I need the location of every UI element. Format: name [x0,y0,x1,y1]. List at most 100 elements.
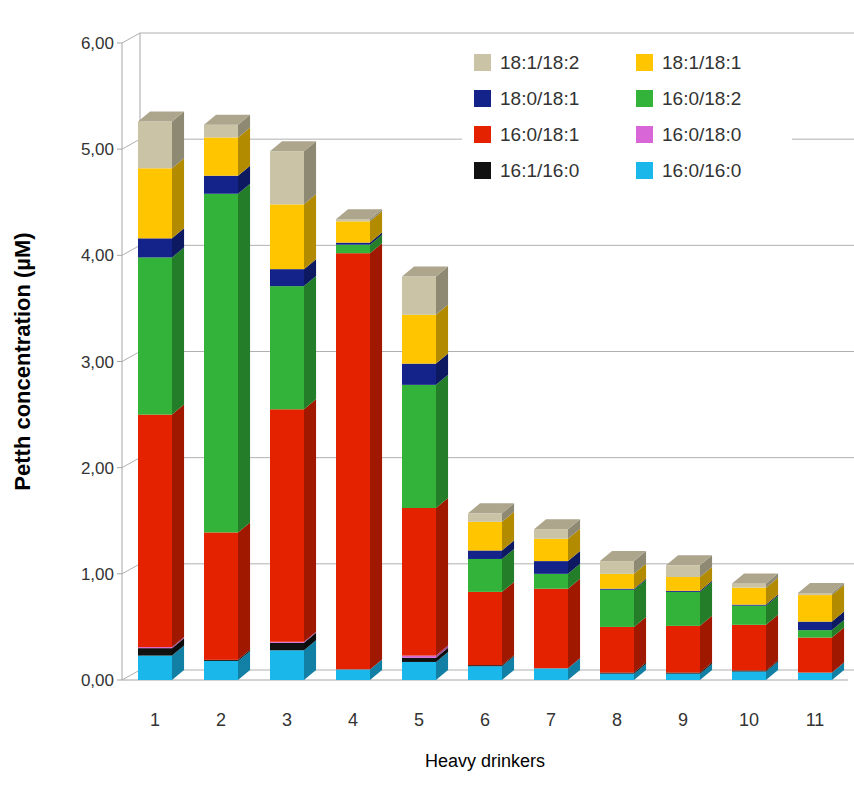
bar-front [138,257,172,414]
bar-segment [204,184,250,533]
bar-segment [270,399,316,642]
bar-front [204,176,238,194]
bar-front [600,574,634,589]
bar-top [468,503,514,513]
bar-side [172,158,184,238]
bar-side [436,375,448,508]
bar-segment [138,112,184,169]
bar-front [270,269,304,286]
x-axis-label: Heavy drinkers [425,751,545,771]
bar-top [600,551,646,561]
bar-segment [534,519,580,539]
bar-front [732,588,766,605]
bar-side [304,194,316,269]
bar-front [666,673,700,674]
tick-label: 3,00 [81,353,114,372]
legend-box [462,40,792,192]
tick-label: 1,00 [81,565,114,584]
bar-front [600,589,634,590]
bar-segment [402,375,448,508]
bar-side [436,498,448,656]
bar-front [468,513,502,521]
bar-top [204,115,250,125]
bar-front [402,277,436,315]
bar-front [402,662,436,680]
category-label: 5 [414,710,424,730]
bar-top [336,209,382,219]
bar-front [666,577,700,591]
category-label: 3 [282,710,292,730]
bars [138,112,844,680]
bar-segment [138,158,184,238]
tick-label: 0,00 [81,671,114,690]
bar-front [402,315,436,364]
bar-front [336,221,370,242]
bar-front [336,243,370,245]
bar-front [666,592,700,626]
bar-front [468,592,502,665]
bar-segment [468,582,514,665]
tick [117,149,122,150]
bar-side [568,579,580,669]
bar-front [666,626,700,673]
bar-front [138,647,172,648]
bar-front [798,630,832,637]
bar-front [270,409,304,642]
bar-front [402,508,436,656]
bar-segment [138,247,184,414]
bar-front [270,204,304,269]
bar-front [534,561,568,574]
category-label: 2 [216,710,226,730]
bar-front [138,122,172,169]
bar-segment [798,628,844,673]
bar-segment [270,194,316,269]
bar-segment [336,243,382,669]
legend-label: 18:1/18:1 [662,52,741,73]
bar-front [270,650,304,680]
legend-label: 16:0/18:0 [662,124,741,145]
y-axis-label: Petth concentration (µM) [10,232,35,490]
bar-side [502,582,514,665]
bar-top [798,583,844,593]
bar-front [402,656,436,658]
bar-front [204,661,238,680]
bar-front [138,648,172,655]
bar-top [666,555,712,565]
tick-label: 2,00 [81,459,114,478]
bar-front [402,658,436,662]
bar-segment [138,405,184,648]
bar-top [534,519,580,529]
tick-label: 5,00 [81,140,114,159]
tick-label: 4,00 [81,246,114,265]
bar-side [436,305,448,364]
bar-front [468,550,502,558]
tick [117,467,122,468]
bar-segment [666,555,712,577]
bar-segment [402,267,448,315]
bar-front [138,168,172,238]
tick [117,361,122,362]
tick [117,680,122,681]
legend-swatch [636,162,653,179]
bar-front [138,415,172,648]
category-label: 9 [678,710,688,730]
bar-front [534,539,568,561]
bar-segment [798,583,844,595]
category-label: 4 [348,710,358,730]
tick [117,573,122,574]
bar-front [468,522,502,551]
tick [117,255,122,256]
bar-side [304,276,316,409]
bar-side [172,247,184,414]
bar-front [798,622,832,630]
bar-front [138,656,172,680]
bar-segment [270,141,316,204]
bar-segment [732,573,778,587]
bar-front [534,668,568,680]
chart: 0,001,002,003,004,005,006,00123456789101… [0,0,854,787]
bar-segment [534,579,580,669]
bar-segment [468,512,514,551]
legend-label: 16:0/18:2 [662,88,741,109]
legend-label: 18:0/18:1 [500,88,579,109]
bar-front [534,589,568,669]
